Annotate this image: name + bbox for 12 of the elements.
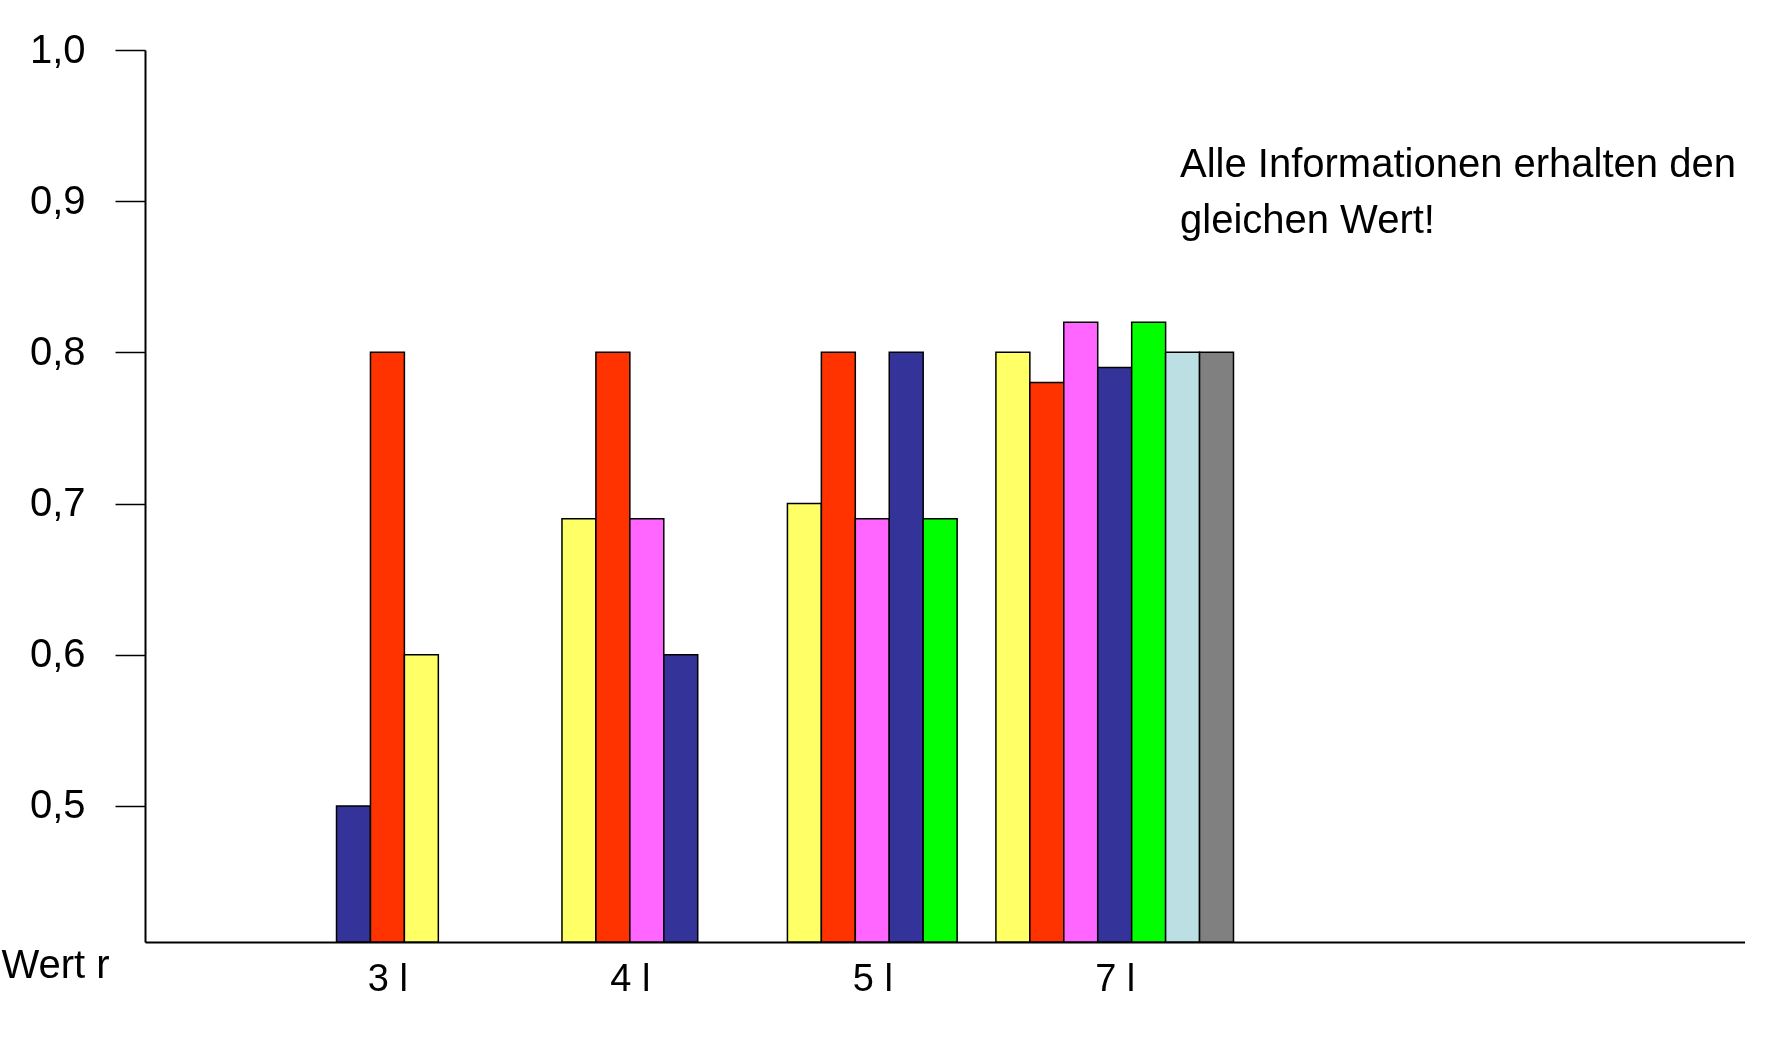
x-tick-label: 3 l [367, 956, 408, 999]
x-tick-label: 5 l [852, 956, 893, 999]
y-tick-label: 0,5 [29, 782, 86, 827]
x-tick-label: 4 l [610, 956, 651, 999]
y-tick-label: 0,7 [29, 480, 86, 525]
x-tick-label: 7 l [1095, 956, 1136, 999]
y-tick-label: 0,9 [29, 177, 86, 222]
y-axis-title: Wert r [1, 941, 110, 986]
y-tick-label: 0,8 [29, 328, 86, 373]
annotation: Alle Informationen erhalten den gleichen Wert! [1180, 140, 1737, 243]
y-tick-label: 0,6 [29, 631, 86, 676]
y-tick-label: 1,0 [29, 26, 86, 71]
